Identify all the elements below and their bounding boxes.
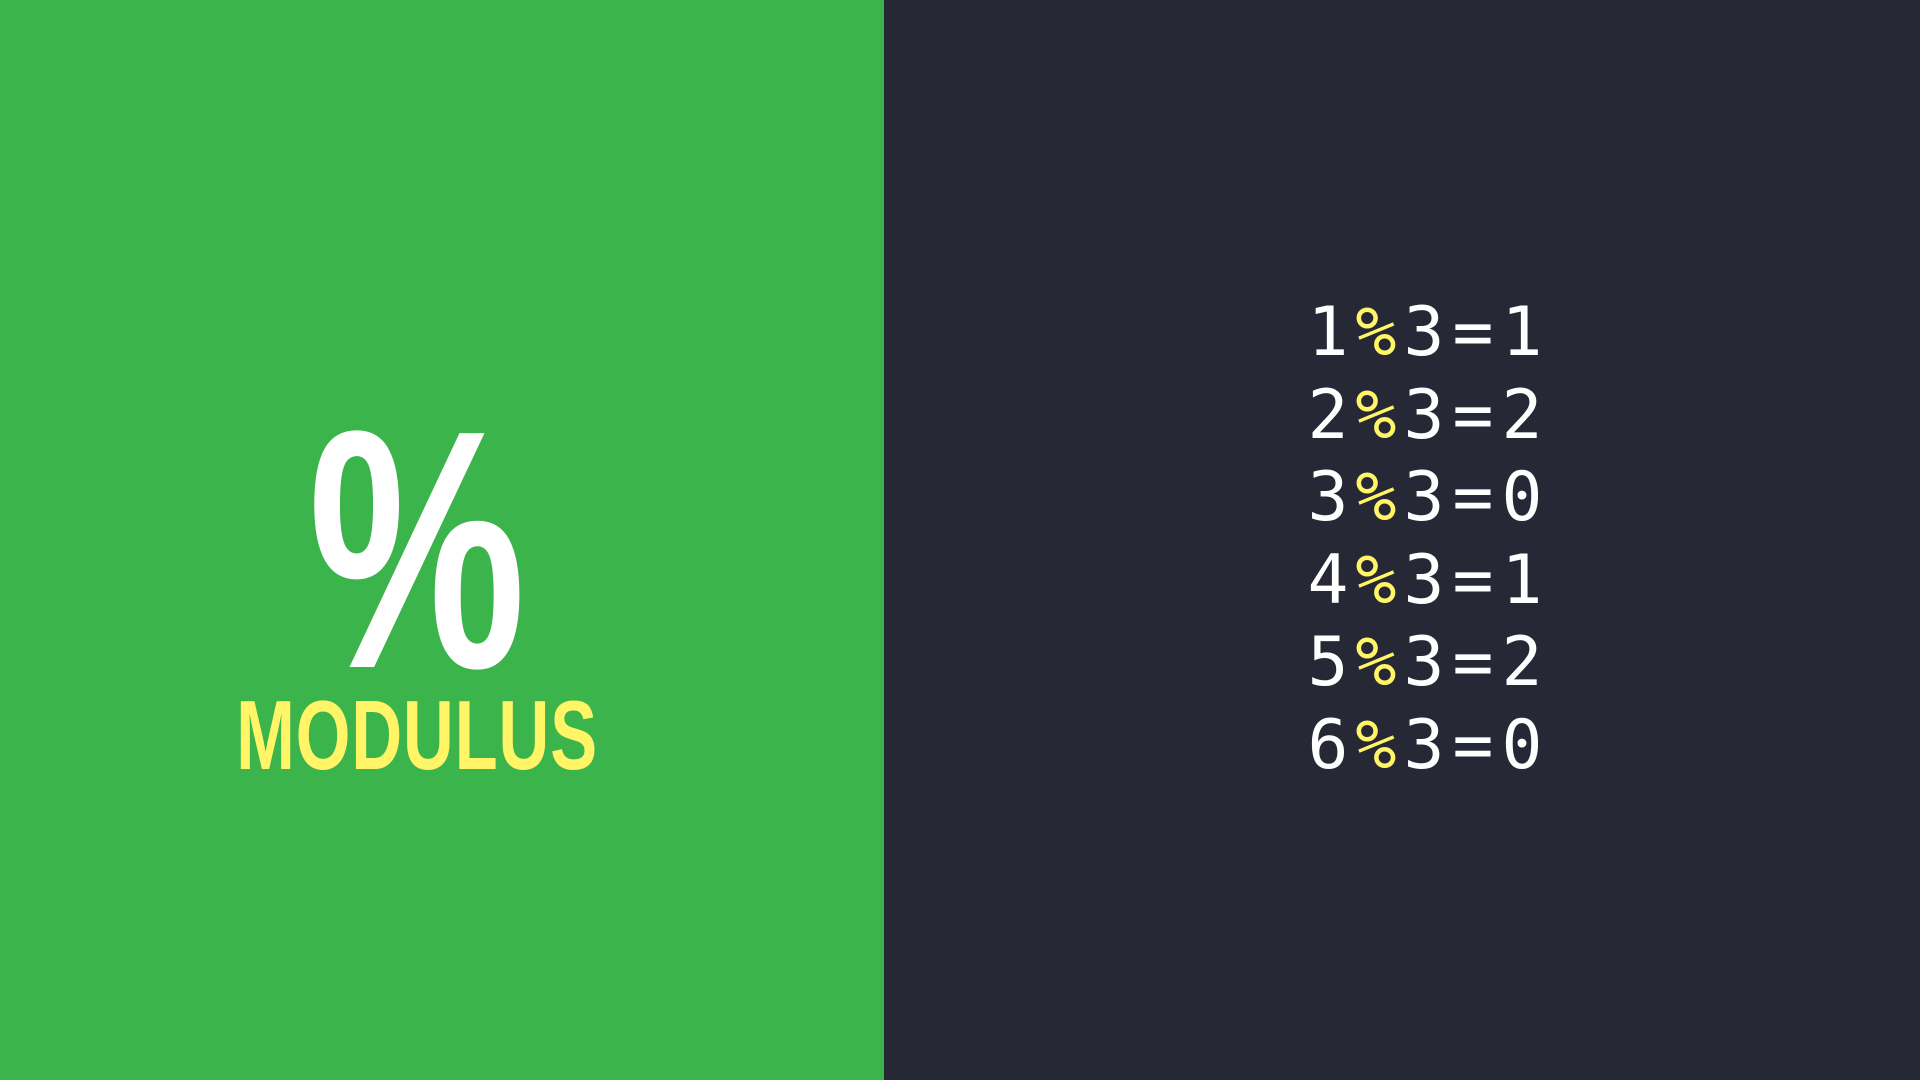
equation-result: 0 (1501, 458, 1543, 537)
equation-row: 3% 3 = 0 (1305, 457, 1545, 540)
equals-sign: = (1452, 375, 1494, 455)
equation-row: 6% 3 = 0 (1305, 705, 1545, 788)
equation-row: 2% 3 = 2 (1305, 375, 1545, 458)
equation-divisor: 3 (1403, 623, 1445, 702)
equation-result: 2 (1501, 623, 1543, 702)
right-panel (884, 0, 1920, 1080)
equation-row: 4% 3 = 1 (1305, 540, 1545, 623)
equation-dividend: 4 (1307, 540, 1349, 620)
modulo-operator: % (1355, 623, 1397, 702)
equals-sign: = (1452, 458, 1494, 537)
equation-result: 2 (1501, 375, 1543, 455)
modulo-operator: % (1355, 705, 1397, 785)
equation-divisor: 3 (1403, 540, 1445, 620)
equation-dividend: 6 (1307, 705, 1349, 785)
equals-sign: = (1452, 623, 1494, 702)
equation-result: 1 (1501, 540, 1543, 620)
modulo-operator: % (1355, 458, 1397, 537)
modulo-operator: % (1355, 375, 1397, 455)
equation-list: 1% 3 = 1 2% 3 = 2 3% 3 = 0 4% 3 = 1 5% 3 = 2 6% 3 = 0 (1305, 292, 1545, 787)
equation-divisor: 3 (1403, 375, 1445, 455)
equation-divisor: 3 (1403, 705, 1445, 785)
modulo-operator: % (1355, 540, 1397, 620)
left-panel: % MODULUS (0, 0, 884, 1080)
equals-sign: = (1452, 705, 1494, 785)
equation-row: 5% 3 = 2 (1305, 622, 1545, 705)
equation-divisor: 3 (1403, 458, 1445, 537)
equation-dividend: 2 (1307, 375, 1349, 455)
modulo-operator: % (1355, 293, 1397, 372)
modulus-title: MODULUS (236, 680, 598, 790)
equation-row: 1% 3 = 1 (1305, 292, 1545, 375)
equals-sign: = (1452, 293, 1494, 372)
equation-result: 0 (1501, 705, 1543, 785)
equation-dividend: 1 (1307, 293, 1349, 372)
equation-result: 1 (1501, 293, 1543, 372)
equation-dividend: 3 (1307, 458, 1349, 537)
equation-dividend: 5 (1307, 623, 1349, 702)
equals-sign: = (1452, 540, 1494, 620)
equation-divisor: 3 (1403, 293, 1445, 372)
percent-symbol: % (308, 360, 526, 740)
